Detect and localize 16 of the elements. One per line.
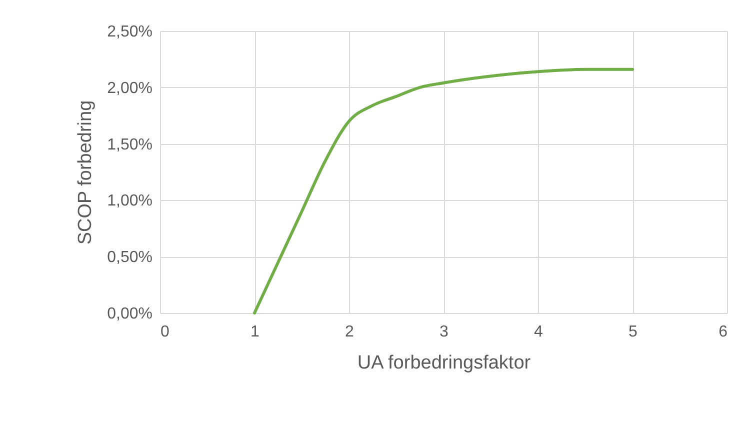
y-tick-label: 0,00% — [107, 306, 152, 322]
x-tick-label: 6 — [718, 324, 728, 340]
y-tick-label: 2,00% — [107, 80, 152, 97]
x-tick-label: 1 — [250, 324, 260, 340]
y-tick-label: 1,00% — [107, 192, 152, 210]
line-series — [253, 68, 634, 314]
x-tick-label: 3 — [440, 324, 449, 340]
x-tick-label: 0 — [160, 324, 170, 340]
y-tick-label: 0,50% — [107, 249, 152, 266]
y-tick-label: 1,50% — [107, 136, 152, 154]
x-tick-label: 4 — [534, 324, 544, 340]
x-axis-title: UA forbedringsfaktor — [357, 352, 532, 374]
y-axis-title: SCOP forbedring — [75, 100, 96, 245]
x-tick-label: 5 — [628, 324, 638, 340]
x-tick-label: 2 — [345, 324, 354, 340]
y-tick-label: 2,50% — [107, 24, 152, 40]
